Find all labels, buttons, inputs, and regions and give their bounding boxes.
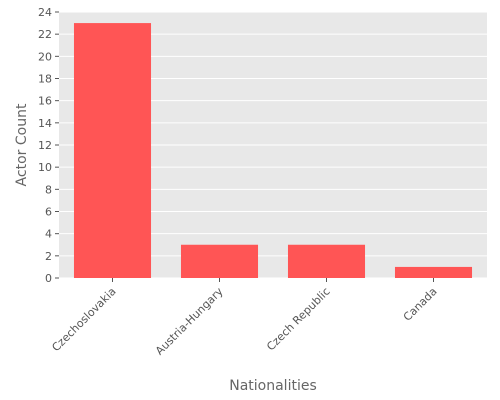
bar-austria-hungary <box>180 244 259 278</box>
y-tick-label: 8 <box>45 183 52 196</box>
x-tick-label: Czech Republic <box>264 285 332 353</box>
y-tick-label: 12 <box>38 139 52 152</box>
x-axis-title: Nationalities <box>229 378 317 394</box>
bar-czech-republic <box>287 244 366 278</box>
x-tick-label: Austria-Hungary <box>153 285 226 358</box>
y-tick-label: 0 <box>45 272 52 285</box>
x-tick-label: Canada <box>401 285 440 324</box>
bars <box>73 23 473 279</box>
y-tick-label: 24 <box>38 6 52 19</box>
bar-canada <box>394 266 473 278</box>
bar-czechoslovakia <box>73 23 152 279</box>
x-tick-label: Czechoslovakia <box>49 285 118 354</box>
y-tick-label: 2 <box>45 250 52 263</box>
y-tick-label: 22 <box>38 28 52 41</box>
y-tick-label: 20 <box>38 50 52 63</box>
y-tick-label: 18 <box>38 73 52 86</box>
y-tick-label: 16 <box>38 95 52 108</box>
y-tick-label: 14 <box>38 117 52 130</box>
y-tick-label: 10 <box>38 161 52 174</box>
y-axis-title: Actor Count <box>14 103 30 186</box>
x-axis-ticks: Czechoslovakia Austria-Hungary Czech Repub… <box>49 278 440 358</box>
y-tick-label: 6 <box>45 206 52 219</box>
y-tick-label: 4 <box>45 228 52 241</box>
